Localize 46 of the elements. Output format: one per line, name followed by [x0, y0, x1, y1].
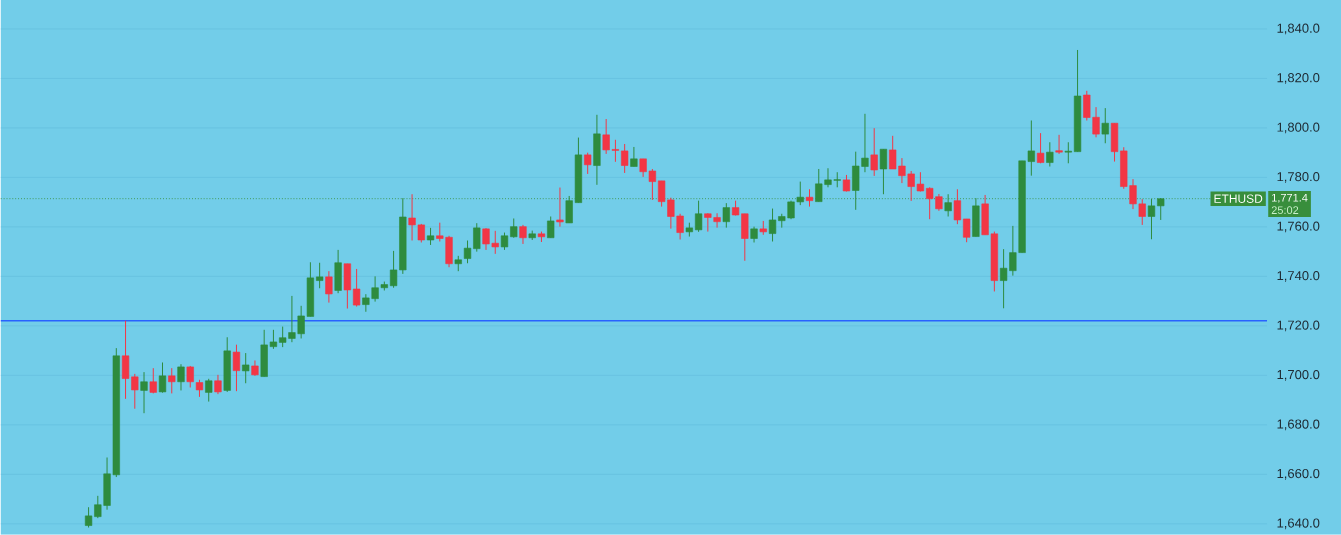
candlestick: [870, 127, 878, 177]
y-tick-label: 1,780.0: [1277, 172, 1320, 183]
candlestick: [186, 365, 194, 389]
candlestick: [325, 270, 333, 304]
candlestick: [149, 367, 157, 395]
candlestick: [140, 371, 148, 414]
y-tick-label: 1,800.0: [1277, 122, 1320, 134]
candlestick: [205, 378, 213, 403]
candlestick: [630, 146, 638, 168]
candlestick: [879, 148, 888, 195]
candlestick: [722, 202, 730, 229]
y-tick-label: 1,700.0: [1277, 370, 1320, 381]
candlestick: [316, 262, 324, 289]
candlestick: [214, 374, 222, 395]
candlestick: [621, 143, 629, 174]
candlestick: [584, 152, 592, 175]
candlestick: [177, 363, 185, 392]
y-tick-label: 1,680.0: [1277, 419, 1320, 431]
candlestick: [1101, 107, 1109, 144]
candlestick: [242, 352, 250, 384]
candlestick: [510, 218, 518, 239]
ref-line-label: 1,771.4: [1272, 194, 1308, 204]
candlestick: [1036, 132, 1045, 164]
candlestick: [158, 362, 167, 394]
y-tick-label: 1,660.0: [1277, 469, 1320, 480]
candlestick: [352, 268, 361, 308]
candlestick: [944, 193, 952, 218]
candlestick: [963, 218, 971, 243]
candlestick: [519, 224, 527, 245]
candlestick: [232, 344, 241, 392]
y-tick-label: 1,840.0: [1277, 23, 1320, 35]
candlestick: [1046, 141, 1054, 168]
y-tick-label: 1,820.0: [1277, 73, 1320, 84]
y-tick-label: 1,720.0: [1277, 320, 1320, 332]
y-tick-label: 1,640.0: [1277, 518, 1320, 530]
y-tick-label: 1,740.0: [1277, 271, 1320, 282]
candlestick: [694, 200, 703, 233]
annotation: ETHUSD: [1214, 194, 1263, 204]
candlestick: [168, 367, 176, 395]
y-tick-label: 1,760.0: [1277, 221, 1320, 233]
candlestick: [1064, 141, 1072, 164]
text: 25:02: [1271, 206, 1299, 215]
candlestick: [547, 216, 555, 239]
candlestick: [1055, 134, 1063, 155]
candlestick: [953, 188, 962, 225]
candlestick: [556, 187, 564, 228]
